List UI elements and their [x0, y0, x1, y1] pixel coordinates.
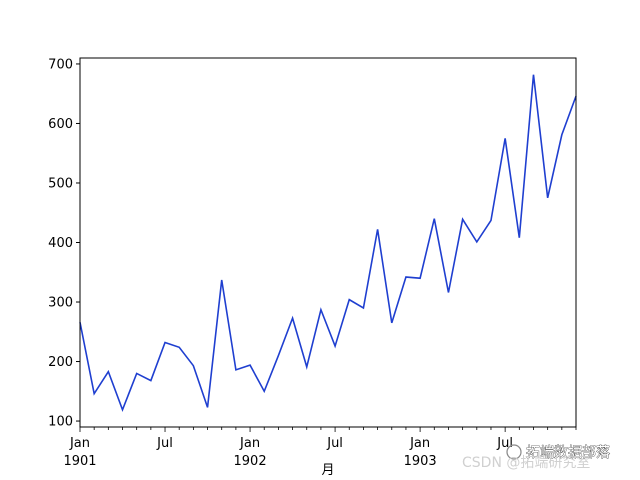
watermark-line2: CSDN @拓端研究室	[462, 454, 590, 471]
y-tick-label: 700	[48, 57, 73, 72]
y-tick-label: 600	[48, 117, 73, 132]
y-tick-label: 300	[48, 296, 73, 311]
plot-frame	[79, 57, 577, 428]
watermark-line1: 拓端数据部落	[526, 445, 610, 461]
y-tick-label: 500	[48, 176, 73, 191]
x-axis-label: 月	[321, 463, 334, 478]
x-tick-label: Jul	[326, 436, 343, 451]
plot-area	[80, 58, 576, 427]
series-layer	[79, 74, 577, 412]
x-tick-label: Jul	[156, 436, 173, 451]
series-line	[79, 74, 577, 412]
x-tick-year-label: 1902	[234, 454, 267, 469]
watermark: 拓端数据部落 CSDN @拓端研究室	[462, 444, 610, 471]
y-axis: 100 200 300 400 500 600 700	[48, 57, 80, 430]
x-tick-label: Jan	[409, 436, 430, 451]
x-tick-year-label: 1903	[404, 454, 437, 469]
x-tick-label: Jan	[69, 436, 90, 451]
y-tick-label: 200	[48, 355, 73, 370]
wechat-icon	[506, 444, 522, 460]
x-tick-label: Jan	[239, 436, 260, 451]
y-tick-label: 400	[48, 236, 73, 251]
y-tick-label: 100	[48, 415, 73, 430]
x-tick-label: Jul	[496, 436, 513, 451]
x-tick-year-label: 1901	[63, 454, 96, 469]
x-axis: Jan 1901 Jul Jan 1902 Jul Jan 1903 Jul	[63, 427, 577, 469]
